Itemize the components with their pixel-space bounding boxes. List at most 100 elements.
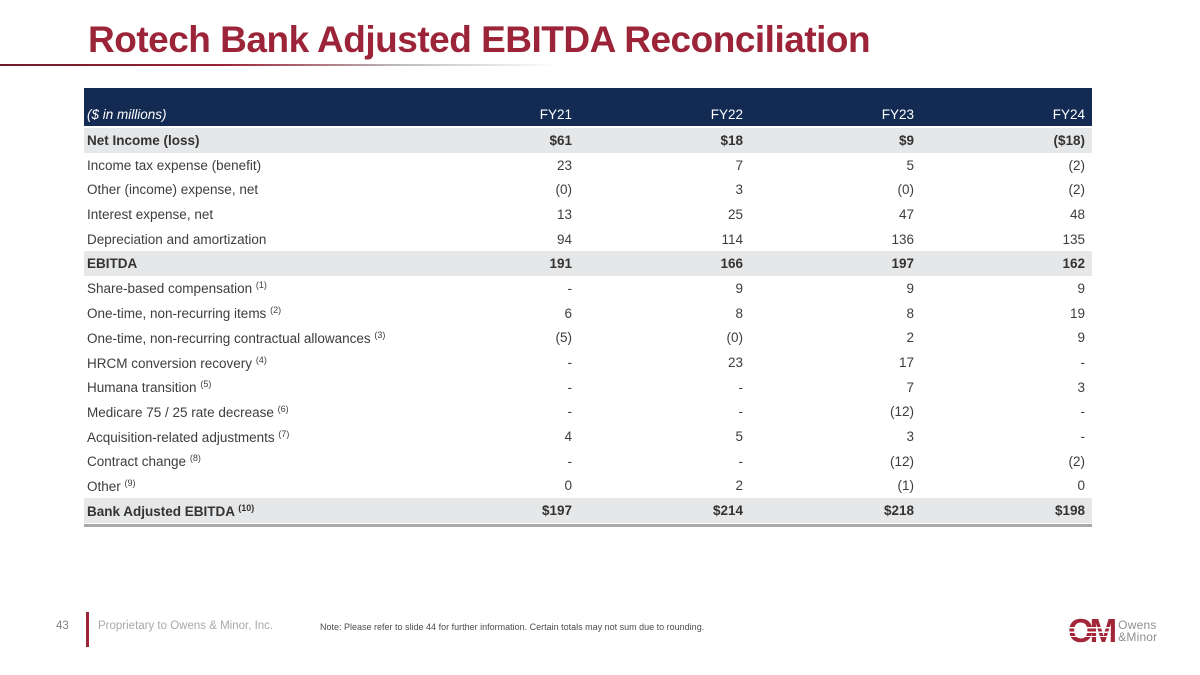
- table-row: Depreciation and amortization 94 114 136 135: [84, 226, 1092, 252]
- row-value: -: [567, 404, 573, 420]
- row-value: 8: [906, 305, 914, 321]
- row-value: 114: [721, 231, 743, 247]
- page-number: 43: [56, 620, 69, 632]
- column-header-fy24: FY24: [1052, 107, 1085, 122]
- row-value: 9: [1077, 280, 1085, 296]
- table-bottom-border: [84, 524, 1092, 527]
- table-row: EBITDA 191 166 197 162: [84, 251, 1092, 277]
- column-header-fy22: FY22: [710, 107, 743, 122]
- row-value: 7: [735, 157, 743, 173]
- slide-note: Note: Please refer to slide 44 for furth…: [320, 622, 705, 632]
- row-value: 5: [735, 429, 743, 445]
- row-value: 9: [735, 280, 743, 296]
- footnote-ref: (8): [189, 453, 201, 464]
- row-value: 6: [564, 305, 572, 321]
- footnote-ref: (9): [124, 477, 136, 488]
- row-value: 3: [906, 429, 914, 445]
- table-body: Net Income (loss) $61 $18 $9 ($18) Income tax…: [84, 128, 1092, 523]
- unit-label: ($ in millions): [87, 107, 167, 122]
- table-row: Share-based compensation (1) - 9 9 9: [84, 276, 1092, 301]
- row-label: Other (9): [87, 477, 136, 494]
- row-value: -: [567, 355, 573, 371]
- row-value: -: [567, 280, 573, 296]
- row-value: (5): [555, 330, 573, 346]
- table-row: HRCM conversion recovery (4) - 23 17 -: [84, 350, 1092, 375]
- row-value: (1): [897, 478, 915, 494]
- row-value: 191: [549, 256, 572, 272]
- row-value: 0: [564, 478, 572, 494]
- logo-line1: Owens: [1118, 618, 1157, 632]
- row-value: -: [738, 379, 744, 395]
- row-value: -: [567, 453, 573, 469]
- footer-divider-bar: [86, 612, 89, 647]
- row-value: 5: [906, 157, 914, 173]
- footnote-ref: (6): [277, 403, 289, 414]
- table-header-row: ($ in millions) FY21 FY22 FY23 FY24: [84, 88, 1092, 128]
- row-label: One-time, non-recurring items (2): [87, 305, 282, 322]
- footnote-ref: (4): [255, 354, 267, 365]
- row-value: 13: [556, 206, 572, 222]
- row-label: Income tax expense (benefit): [87, 157, 262, 173]
- row-label: Net Income (loss): [87, 132, 200, 148]
- table-row: Medicare 75 / 25 rate decrease (6) - - (12)…: [84, 399, 1092, 425]
- row-label: Interest expense, net: [87, 206, 214, 222]
- row-label: Share-based compensation (1): [87, 280, 267, 297]
- row-value: 17: [898, 355, 914, 371]
- table-row: Other (9) 0 2 (1) 0: [84, 473, 1092, 499]
- row-value: -: [1080, 355, 1086, 371]
- logo-line2: &Minor: [1118, 630, 1158, 644]
- row-label: Acquisition-related adjustments (7): [87, 428, 290, 445]
- row-value: -: [567, 379, 573, 395]
- row-value: (2): [1068, 182, 1086, 198]
- table-row: One-time, non-recurring contractual allo…: [84, 325, 1092, 351]
- row-label: HRCM conversion recovery (4): [87, 354, 267, 371]
- row-label: One-time, non-recurring contractual allo…: [87, 329, 386, 346]
- row-value: (2): [1068, 453, 1086, 469]
- footnote-ref: (3): [374, 329, 386, 340]
- table-row: Interest expense, net 13 25 47 48: [84, 202, 1092, 227]
- row-value: (0): [897, 182, 915, 198]
- row-value: 2: [735, 478, 743, 494]
- table-row: Net Income (loss) $61 $18 $9 ($18): [84, 128, 1092, 153]
- table-row: Acquisition-related adjustments (7) 4 5 3 -: [84, 424, 1092, 449]
- row-value: (0): [555, 182, 573, 198]
- row-value: -: [738, 453, 744, 469]
- row-value: 7: [906, 379, 914, 395]
- row-value: 25: [727, 206, 743, 222]
- row-value: 135: [1062, 231, 1085, 247]
- row-value: 0: [1077, 478, 1085, 494]
- proprietary-text: Proprietary to Owens & Minor, Inc.: [98, 620, 274, 632]
- footnote-ref: (2): [270, 305, 282, 316]
- row-value: -: [738, 404, 744, 420]
- row-value: (12): [889, 404, 914, 420]
- footnote-ref: (7): [278, 428, 290, 439]
- footnote-ref: (10): [238, 502, 255, 513]
- row-value: $214: [712, 503, 743, 519]
- row-value: (2): [1068, 157, 1086, 173]
- row-value: 3: [735, 182, 743, 198]
- column-header-fy23: FY23: [881, 107, 914, 122]
- row-value: 23: [556, 157, 572, 173]
- table-row: Other (income) expense, net (0) 3 (0) (2): [84, 177, 1092, 203]
- row-value: 162: [1062, 256, 1085, 272]
- row-label: Humana transition (5): [87, 379, 212, 396]
- om-logo-mark-icon: OM: [1068, 612, 1117, 649]
- row-value: 23: [727, 355, 743, 371]
- row-value: $61: [549, 132, 572, 148]
- table-row: Income tax expense (benefit) 23 7 5 (2): [84, 152, 1092, 178]
- row-value: 19: [1069, 305, 1085, 321]
- row-value: 136: [891, 231, 914, 247]
- row-label: Depreciation and amortization: [87, 231, 267, 247]
- row-value: 48: [1069, 206, 1085, 222]
- row-value: -: [1080, 404, 1086, 420]
- row-value: $198: [1054, 503, 1085, 519]
- footnote-ref: (1): [255, 280, 267, 291]
- row-value: (12): [889, 453, 914, 469]
- row-label: Other (income) expense, net: [87, 182, 259, 198]
- table-row: One-time, non-recurring items (2) 6 8 8 19: [84, 300, 1092, 326]
- row-value: 3: [1077, 379, 1085, 395]
- logo-wordmark: Owens &Minor: [1118, 619, 1157, 643]
- row-value: 94: [556, 231, 572, 247]
- row-value: $197: [541, 503, 572, 519]
